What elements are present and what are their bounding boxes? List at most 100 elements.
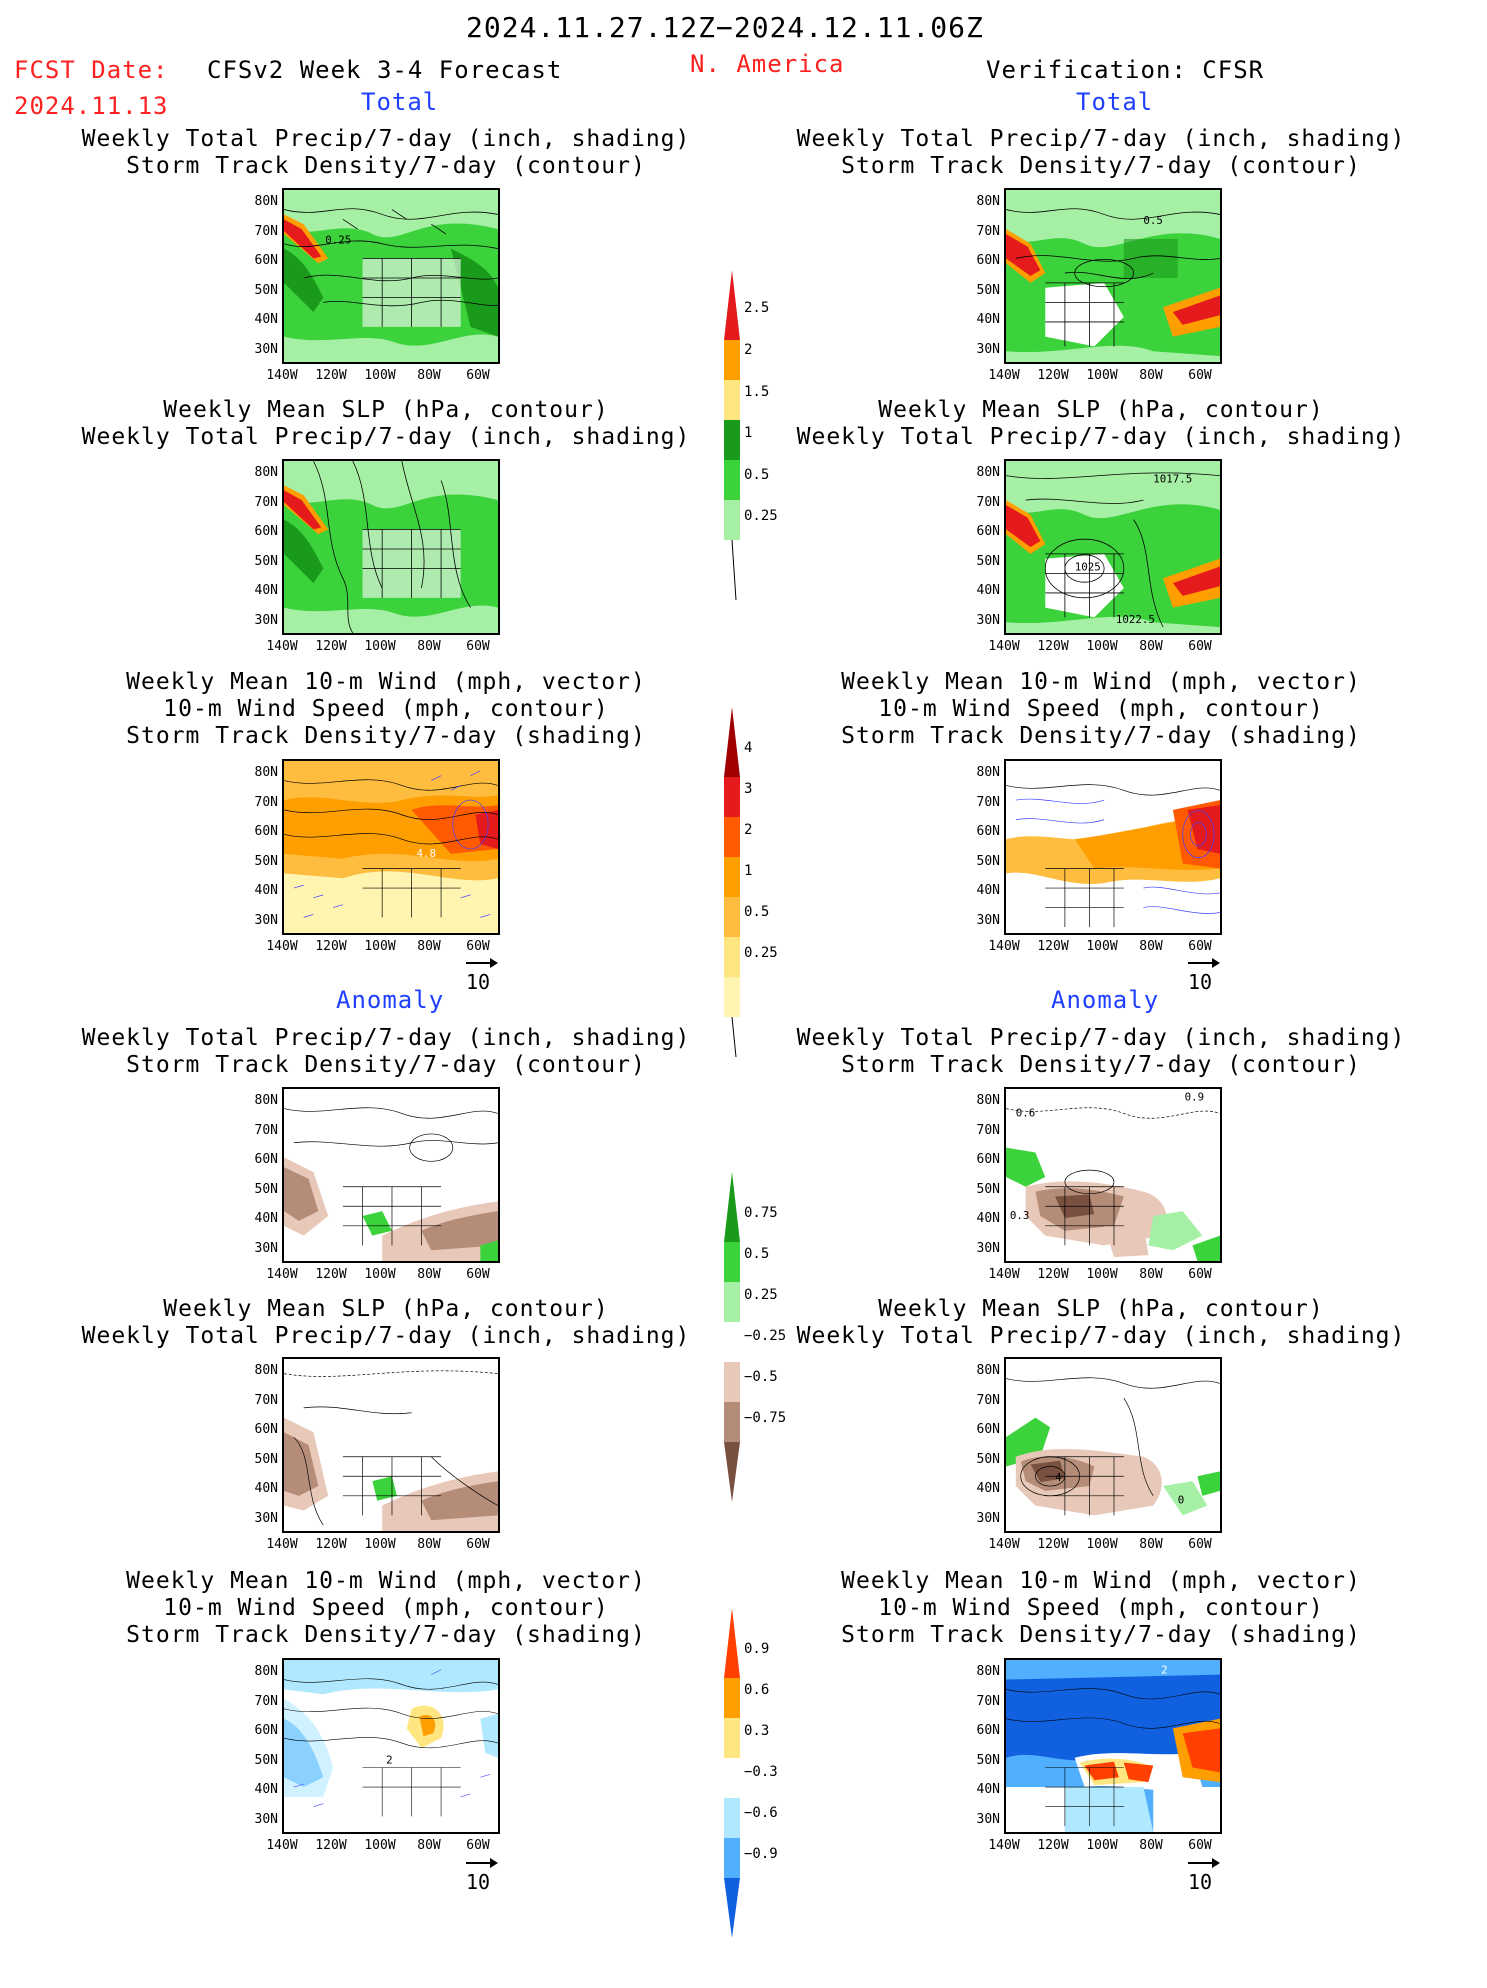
- lat-label: 60N: [976, 524, 1000, 539]
- lon-label: 120W: [1037, 1537, 1069, 1552]
- contour-label-r5a: 4: [1055, 1471, 1061, 1484]
- colorbar-segment: [724, 1362, 740, 1402]
- lat-label: 50N: [976, 553, 1000, 569]
- lon-label: 100W: [364, 1537, 396, 1552]
- lon-label: 120W: [315, 639, 347, 654]
- colorbar-segment: [724, 270, 740, 340]
- contour-label-r2b: 1025: [1075, 560, 1101, 573]
- fcst-date-value: 2024.11.13: [14, 92, 169, 120]
- lat-label: 50N: [976, 1181, 1000, 1197]
- lat-label: 50N: [254, 1752, 278, 1768]
- contour-label-r4c: 0.3: [1010, 1209, 1029, 1222]
- lat-label: 30N: [254, 1811, 278, 1827]
- section-total-left: Total: [361, 88, 439, 116]
- contour-label-r4a: 0.6: [1016, 1106, 1035, 1119]
- colorbar-segment: [724, 500, 740, 540]
- lon-label: 140W: [266, 939, 298, 954]
- colorbar-label: 0.25: [744, 1287, 778, 1303]
- lon-label: 100W: [364, 368, 396, 383]
- lon-label: 80W: [1139, 1838, 1163, 1853]
- map-r5: 4 0: [1004, 1357, 1222, 1533]
- title-r2: Weekly Mean SLP (hPa, contour) Weekly Tot…: [796, 397, 1406, 450]
- lon-label: 60W: [1188, 639, 1212, 654]
- lat-label: 50N: [254, 853, 278, 869]
- lon-label: 100W: [1086, 639, 1118, 654]
- lon-label: 140W: [988, 1537, 1020, 1552]
- lat-label: 70N: [976, 223, 1000, 239]
- colorbar-label: −0.3: [744, 1764, 778, 1780]
- lon-label: 100W: [1086, 1267, 1118, 1282]
- lon-label: 80W: [1139, 939, 1163, 954]
- colorbar-segment: [724, 777, 740, 817]
- lat-label: 30N: [254, 1510, 278, 1526]
- lon-label: 100W: [364, 939, 396, 954]
- forecast-name: CFSv2 Week 3-4 Forecast: [207, 56, 563, 84]
- lat-label: 60N: [976, 1152, 1000, 1167]
- colorbar-segment: [724, 1878, 740, 1938]
- title-l3: Weekly Mean 10-m Wind (mph, vector) 10-m …: [126, 669, 646, 749]
- title-r4: Weekly Total Precip/7-day (inch, shading…: [796, 1025, 1406, 1078]
- lat-label: 60N: [254, 1152, 278, 1167]
- lat-label: 60N: [254, 524, 278, 539]
- vector-ref-label-4: 10: [1188, 1870, 1213, 1894]
- lat-label: 40N: [254, 1782, 278, 1797]
- lat-label: 70N: [254, 1392, 278, 1408]
- colorbar-anom-precip: [724, 1172, 740, 1502]
- colorbar-label: 0.3: [744, 1723, 770, 1739]
- lon-label: 140W: [266, 1838, 298, 1853]
- colorbar-segment: [724, 1718, 740, 1758]
- title-l5: Weekly Mean SLP (hPa, contour) Weekly Tot…: [81, 1296, 691, 1349]
- lon-label: 120W: [315, 939, 347, 954]
- lon-label: 100W: [1086, 368, 1118, 383]
- colorbar-label: 0.25: [744, 508, 778, 524]
- lon-label: 120W: [315, 1537, 347, 1552]
- colorbar-segment: [724, 380, 740, 420]
- lat-label: 40N: [254, 883, 278, 898]
- period-title: 2024.11.27.12Z−2024.12.11.06Z: [466, 11, 984, 44]
- lon-label: 100W: [1086, 1537, 1118, 1552]
- lon-label: 80W: [1139, 1537, 1163, 1552]
- colorbar-label: 1.5: [744, 384, 770, 400]
- lon-label: 120W: [1037, 939, 1069, 954]
- lat-label: 50N: [254, 1451, 278, 1467]
- lat-label: 60N: [976, 253, 1000, 268]
- lat-label: 50N: [254, 1181, 278, 1197]
- colorbar-label: 0.9: [744, 1641, 770, 1657]
- lat-label: 50N: [976, 1752, 1000, 1768]
- region-label: N. America: [690, 50, 845, 78]
- vector-ref-arrow-2: [1188, 958, 1220, 968]
- lat-label: 40N: [976, 312, 1000, 327]
- lat-label: 30N: [976, 1510, 1000, 1526]
- title-l4: Weekly Total Precip/7-day (inch, shading…: [81, 1025, 691, 1078]
- lat-label: 60N: [976, 1723, 1000, 1738]
- colorbar-segment: [724, 937, 740, 977]
- section-total-right: Total: [1076, 88, 1154, 116]
- lat-label: 30N: [976, 1240, 1000, 1256]
- lat-label: 80N: [254, 765, 278, 780]
- colorbar-label: −0.6: [744, 1805, 778, 1821]
- lon-label: 60W: [1188, 1537, 1212, 1552]
- lon-label: 120W: [1037, 1838, 1069, 1853]
- colorbar-label: 0.5: [744, 1246, 770, 1262]
- lon-label: 80W: [417, 1267, 441, 1282]
- colorbar-segment: [724, 1172, 740, 1242]
- lat-label: 40N: [976, 1211, 1000, 1226]
- colorbar-segment: [724, 1402, 740, 1442]
- colorbar-label: 0.75: [744, 1205, 778, 1221]
- colorbar-segment: [724, 1758, 740, 1798]
- colorbar-segment: [724, 460, 740, 500]
- map-r4: 0.6 0.9 0.3: [1004, 1087, 1222, 1263]
- lat-label: 80N: [254, 1664, 278, 1679]
- contour-label-r1: 0.5: [1143, 214, 1162, 227]
- lat-label: 60N: [254, 1422, 278, 1437]
- colorbar-label: −0.25: [744, 1328, 787, 1344]
- map-l4: [282, 1087, 500, 1263]
- lat-label: 50N: [976, 1451, 1000, 1467]
- title-l2: Weekly Mean SLP (hPa, contour) Weekly Tot…: [81, 397, 691, 450]
- section-anomaly-right: Anomaly: [1051, 986, 1160, 1014]
- lat-label: 80N: [976, 1664, 1000, 1679]
- lat-label: 40N: [254, 583, 278, 598]
- lat-label: 30N: [254, 341, 278, 357]
- colorbar-segment: [724, 1442, 740, 1502]
- lat-label: 70N: [976, 794, 1000, 810]
